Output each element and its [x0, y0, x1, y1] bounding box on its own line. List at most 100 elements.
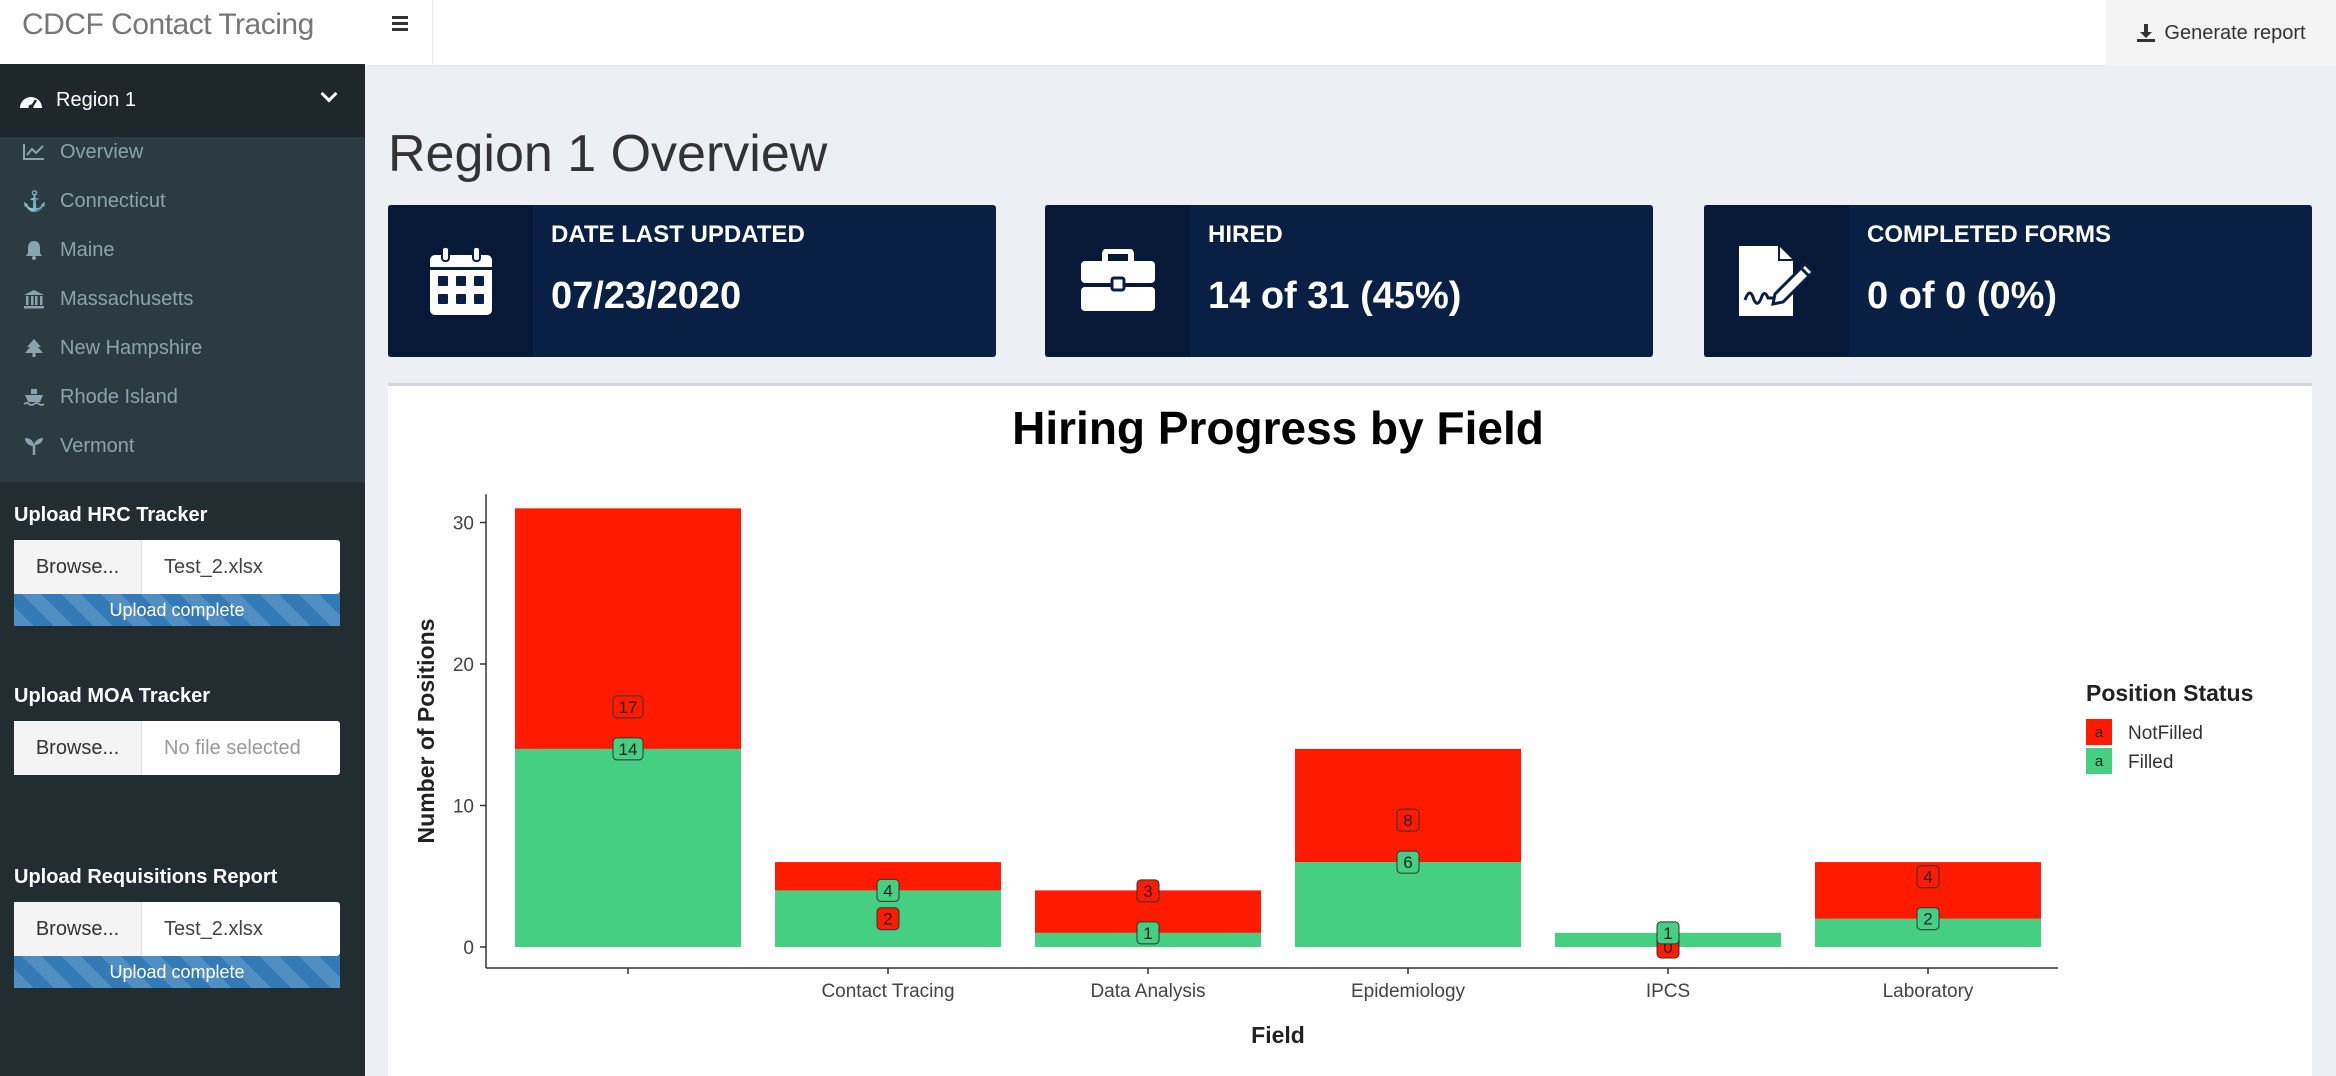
top-navbar: Generate report: [365, 0, 2336, 66]
sidebar-toggle-button[interactable]: [365, 0, 433, 66]
sidebar-item-connecticut[interactable]: ⚓ Connecticut: [22, 186, 166, 216]
seedling-icon: [25, 438, 43, 455]
sidebar-item-label: Maine: [60, 238, 115, 261]
y-tick-label: 30: [453, 514, 474, 535]
sidebar-region-menu[interactable]: Region 1: [0, 64, 365, 137]
value-box-icon-area: [1045, 205, 1190, 357]
data-label-text: 4: [1923, 868, 1932, 887]
sidebar: Region 1 Overview ⚓ Connecticut Maine Ma…: [0, 64, 365, 1076]
data-label-text: 8: [1403, 811, 1412, 830]
sidebar-item-label: New Hampshire: [60, 336, 203, 359]
file-name-field: No file selected: [164, 736, 301, 759]
value-box-icon-area: [1704, 205, 1849, 357]
x-tick-label: Contact Tracing: [821, 981, 954, 1002]
x-tick-label: IPCS: [1646, 981, 1690, 1002]
data-label-text: 1: [1663, 924, 1672, 943]
generate-report-button[interactable]: Generate report: [2106, 0, 2336, 66]
sidebar-item-vermont[interactable]: Vermont: [22, 431, 134, 461]
signature-icon: [1738, 246, 1815, 316]
data-label-text: 6: [1403, 853, 1412, 872]
value-box-date-updated: DATE LAST UPDATED 07/23/2020: [388, 205, 996, 357]
browse-button[interactable]: Browse...: [14, 902, 142, 956]
sidebar-item-massachusetts[interactable]: Massachusetts: [22, 284, 193, 314]
data-label-box: [1656, 921, 1680, 945]
y-tick-label: 10: [453, 797, 474, 818]
data-label-filled: 1: [1136, 921, 1160, 945]
legend-entry-label: Filled: [2128, 752, 2173, 773]
browse-button[interactable]: Browse...: [14, 540, 142, 594]
x-tick-label: Laboratory: [1883, 981, 1974, 1002]
bar-filled: [1295, 862, 1521, 947]
data-label-notfilled: 4: [1916, 865, 1940, 889]
data-label-box: [1396, 850, 1420, 874]
value-box-icon-area: [388, 205, 533, 357]
data-label-box: [612, 695, 644, 719]
data-label-filled: 6: [1396, 850, 1420, 874]
calendar-icon: [429, 246, 492, 315]
sidebar-item-overview[interactable]: Overview: [22, 137, 143, 167]
data-label-notfilled: 2: [876, 907, 900, 931]
sidebar-item-label: Overview: [60, 140, 144, 163]
data-label-box: [1916, 907, 1940, 931]
data-label-box: [1916, 865, 1940, 889]
legend-entry-label: NotFilled: [2128, 723, 2203, 744]
sidebar-item-new-hampshire[interactable]: New Hampshire: [22, 333, 202, 363]
ship-icon: [23, 389, 45, 406]
app-logo[interactable]: CDCF Contact Tracing: [0, 0, 365, 64]
data-label-box: [1136, 879, 1160, 903]
briefcase-icon: [1080, 249, 1155, 311]
app-title: CDCF Contact Tracing: [22, 8, 314, 41]
hamburger-icon-line: [392, 22, 408, 25]
data-label-filled: 1: [1656, 921, 1680, 945]
data-label-text: 14: [619, 740, 638, 759]
data-label-box: [876, 878, 900, 902]
data-label-box: [876, 907, 900, 931]
upload-hrc-input[interactable]: Browse... Test_2.xlsx: [14, 540, 340, 594]
browse-button[interactable]: Browse...: [14, 721, 142, 775]
sidebar-item-rhode-island[interactable]: Rhode Island: [22, 382, 178, 412]
generate-report-label: Generate report: [2164, 21, 2306, 44]
data-label-text: 1: [1143, 924, 1152, 943]
line-chart-icon: [23, 144, 44, 160]
sidebar-item-label: Massachusetts: [60, 287, 194, 310]
data-label-filled: 14: [612, 737, 644, 761]
bell-icon: [26, 241, 42, 260]
x-axis-title: Field: [1251, 1022, 1305, 1048]
bank-icon: [24, 290, 44, 309]
file-name-field: Test_2.xlsx: [164, 917, 263, 940]
page-title: Region 1 Overview: [388, 125, 828, 183]
sidebar-item-label: Vermont: [60, 434, 135, 457]
upload-requisitions-input[interactable]: Browse... Test_2.xlsx: [14, 902, 340, 956]
data-label-notfilled: 17: [612, 695, 644, 719]
value-box-hired: HIRED 14 of 31 (45%): [1045, 205, 1653, 357]
bar-notfilled: [1295, 748, 1521, 863]
hamburger-icon-line: [392, 28, 408, 31]
value-box-completed-forms: COMPLETED FORMS 0 of 0 (0%): [1704, 205, 2312, 357]
sidebar-item-maine[interactable]: Maine: [22, 235, 114, 265]
data-label-text: 0: [1663, 938, 1672, 957]
data-label-text: 2: [1923, 910, 1932, 929]
y-tick-label: 0: [463, 938, 474, 959]
value-box-value: 14 of 31 (45%): [1208, 275, 1462, 317]
data-label-notfilled: 8: [1396, 808, 1420, 832]
chart-title: Hiring Progress by Field: [1012, 402, 1544, 454]
value-box-label: DATE LAST UPDATED: [551, 221, 805, 248]
x-tick-label: Epidemiology: [1351, 981, 1466, 1002]
chart-panel: Hiring Progress by Field Number of Posit…: [388, 383, 2312, 1076]
legend-key-filled: [2086, 748, 2112, 774]
value-box-value: 0 of 0 (0%): [1867, 275, 2058, 317]
upload-moa-input[interactable]: Browse... No file selected: [14, 721, 340, 775]
data-label-text: 3: [1143, 882, 1152, 901]
legend-key-glyph: a: [2095, 724, 2104, 741]
legend-key-notfilled: [2086, 719, 2112, 745]
chart-legend: Position Status a NotFilled a Filled: [2086, 680, 2253, 774]
data-label-notfilled: 3: [1136, 879, 1160, 903]
data-label-box: [1396, 808, 1420, 832]
y-axis-title: Number of Positions: [413, 619, 439, 844]
y-tick-label: 20: [453, 655, 474, 676]
data-label-box: [612, 737, 644, 761]
value-box-label: HIRED: [1208, 221, 1283, 248]
upload-progress-bar: Upload complete: [14, 956, 340, 988]
bar-filled: [515, 748, 741, 947]
